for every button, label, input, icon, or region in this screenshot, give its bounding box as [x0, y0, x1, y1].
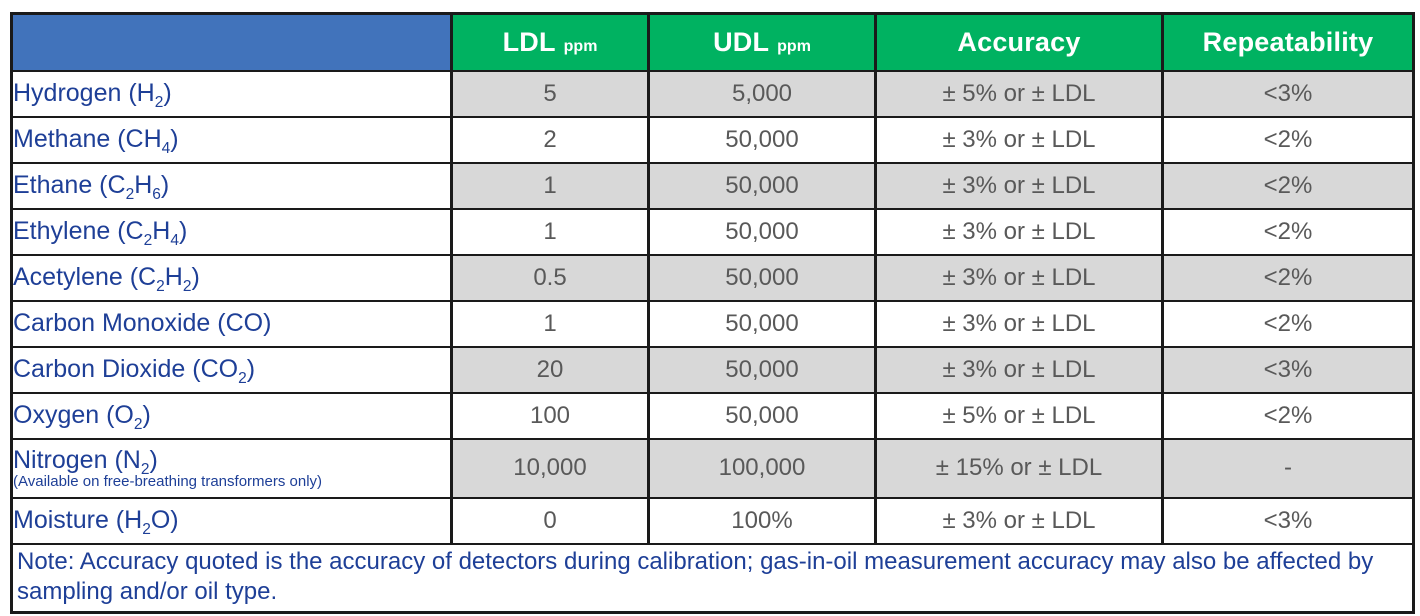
gas-name-cell: Carbon Monoxide (CO) — [10, 299, 453, 348]
gas-name-cell: Ethylene (C2H4) — [10, 207, 453, 256]
accuracy-value-cell: ± 3% or ± LDL — [874, 161, 1164, 210]
table-body: Hydrogen (H2) 5 5,000 ± 5% or ± LDL <3% Metha… — [10, 69, 1415, 545]
udl-value-cell: 50,000 — [647, 115, 877, 164]
table-row: Ethane (C2H6) 1 50,000 ± 3% or ± LDL <2% — [10, 161, 1415, 210]
gas-availability-note: (Available on free-breathing transformer… — [13, 472, 323, 490]
accuracy-value-cell: ± 3% or ± LDL — [874, 345, 1164, 394]
gas-name-cell: Carbon Dioxide (CO2) — [10, 345, 453, 394]
accuracy-value-cell: ± 5% or ± LDL — [874, 69, 1164, 118]
table-header-row: LDL ppm UDL ppm Accuracy Repeatability — [10, 12, 1415, 72]
repeatability-value-cell: <3% — [1161, 69, 1415, 118]
gas-name-cell: Oxygen (O2) — [10, 391, 453, 440]
gas-name: Carbon Monoxide (CO) — [13, 309, 272, 338]
header-repeatability-cell: Repeatability — [1161, 12, 1415, 72]
ldl-value-cell: 1 — [450, 161, 650, 210]
footnote-text: Note: Accuracy quoted is the accuracy of… — [10, 542, 1415, 614]
ldl-value-cell: 10,000 — [450, 437, 650, 499]
repeatability-value-cell: <2% — [1161, 207, 1415, 256]
accuracy-value-cell: ± 15% or ± LDL — [874, 437, 1164, 499]
header-ldl-cell: LDL ppm — [450, 12, 650, 72]
accuracy-value-cell: ± 3% or ± LDL — [874, 496, 1164, 545]
table-row: Carbon Dioxide (CO2) 20 50,000 ± 3% or ± LD… — [10, 345, 1415, 394]
repeatability-value-cell: <3% — [1161, 345, 1415, 394]
gas-name: Hydrogen (H2) — [13, 79, 172, 112]
table-row: Nitrogen (N2) (Available on free-breathin… — [10, 437, 1415, 499]
gas-name: Carbon Dioxide (CO2) — [13, 355, 256, 388]
gas-specifications-table: LDL ppm UDL ppm Accuracy Repeatability Hyd… — [10, 12, 1415, 614]
ldl-header-label: LDL — [502, 26, 556, 57]
gas-name-cell: Hydrogen (H2) — [10, 69, 453, 118]
footnote-row: Note: Accuracy quoted is the accuracy of… — [10, 542, 1415, 614]
header-gas-blank-cell — [10, 12, 453, 72]
accuracy-header-label: Accuracy — [957, 26, 1081, 57]
accuracy-value-cell: ± 3% or ± LDL — [874, 207, 1164, 256]
udl-value-cell: 50,000 — [647, 299, 877, 348]
table-row: Moisture (H2O) 0 100% ± 3% or ± LDL <3% — [10, 496, 1415, 545]
header-accuracy-cell: Accuracy — [874, 12, 1164, 72]
gas-name-cell: Nitrogen (N2) (Available on free-breathin… — [10, 437, 453, 499]
udl-value-cell: 50,000 — [647, 391, 877, 440]
table-row: Ethylene (C2H4) 1 50,000 ± 3% or ± LDL <2% — [10, 207, 1415, 256]
repeatability-header-label: Repeatability — [1202, 26, 1374, 57]
udl-value-cell: 50,000 — [647, 253, 877, 302]
ldl-value-cell: 1 — [450, 207, 650, 256]
repeatability-value-cell: <2% — [1161, 161, 1415, 210]
accuracy-value-cell: ± 3% or ± LDL — [874, 253, 1164, 302]
repeatability-value-cell: <2% — [1161, 253, 1415, 302]
accuracy-value-cell: ± 3% or ± LDL — [874, 299, 1164, 348]
accuracy-value-cell: ± 5% or ± LDL — [874, 391, 1164, 440]
ldl-value-cell: 20 — [450, 345, 650, 394]
gas-name: Oxygen (O2) — [13, 401, 151, 434]
table-row: Methane (CH4) 2 50,000 ± 3% or ± LDL <2% — [10, 115, 1415, 164]
gas-name-cell: Moisture (H2O) — [10, 496, 453, 545]
table-row: Oxygen (O2) 100 50,000 ± 5% or ± LDL <2% — [10, 391, 1415, 440]
gas-name: Ethylene (C2H4) — [13, 217, 188, 250]
ldl-value-cell: 0.5 — [450, 253, 650, 302]
gas-name-cell: Ethane (C2H6) — [10, 161, 453, 210]
repeatability-value-cell: <2% — [1161, 391, 1415, 440]
ldl-value-cell: 1 — [450, 299, 650, 348]
ldl-value-cell: 5 — [450, 69, 650, 118]
table-row: Carbon Monoxide (CO) 1 50,000 ± 3% or ± LDL… — [10, 299, 1415, 348]
ldl-value-cell: 0 — [450, 496, 650, 545]
gas-name: Moisture (H2O) — [13, 506, 179, 539]
udl-value-cell: 50,000 — [647, 207, 877, 256]
udl-header-label: UDL — [713, 26, 770, 57]
repeatability-value-cell: <3% — [1161, 496, 1415, 545]
accuracy-value-cell: ± 3% or ± LDL — [874, 115, 1164, 164]
repeatability-value-cell: <2% — [1161, 299, 1415, 348]
table-row: Hydrogen (H2) 5 5,000 ± 5% or ± LDL <3% — [10, 69, 1415, 118]
udl-value-cell: 50,000 — [647, 345, 877, 394]
udl-value-cell: 5,000 — [647, 69, 877, 118]
gas-name-cell: Methane (CH4) — [10, 115, 453, 164]
udl-value-cell: 100,000 — [647, 437, 877, 499]
ldl-value-cell: 100 — [450, 391, 650, 440]
table-row: Acetylene (C2H2) 0.5 50,000 ± 3% or ± LDL <2… — [10, 253, 1415, 302]
gas-name: Ethane (C2H6) — [13, 171, 170, 204]
ldl-value-cell: 2 — [450, 115, 650, 164]
udl-value-cell: 100% — [647, 496, 877, 545]
gas-name: Nitrogen (N2) — [13, 445, 158, 478]
ldl-unit-label: ppm — [563, 37, 598, 55]
udl-value-cell: 50,000 — [647, 161, 877, 210]
udl-unit-label: ppm — [777, 37, 811, 55]
repeatability-value-cell: - — [1161, 437, 1415, 499]
repeatability-value-cell: <2% — [1161, 115, 1415, 164]
header-udl-cell: UDL ppm — [647, 12, 877, 72]
gas-name: Methane (CH4) — [13, 125, 179, 158]
gas-name-cell: Acetylene (C2H2) — [10, 253, 453, 302]
gas-name: Acetylene (C2H2) — [13, 263, 200, 296]
